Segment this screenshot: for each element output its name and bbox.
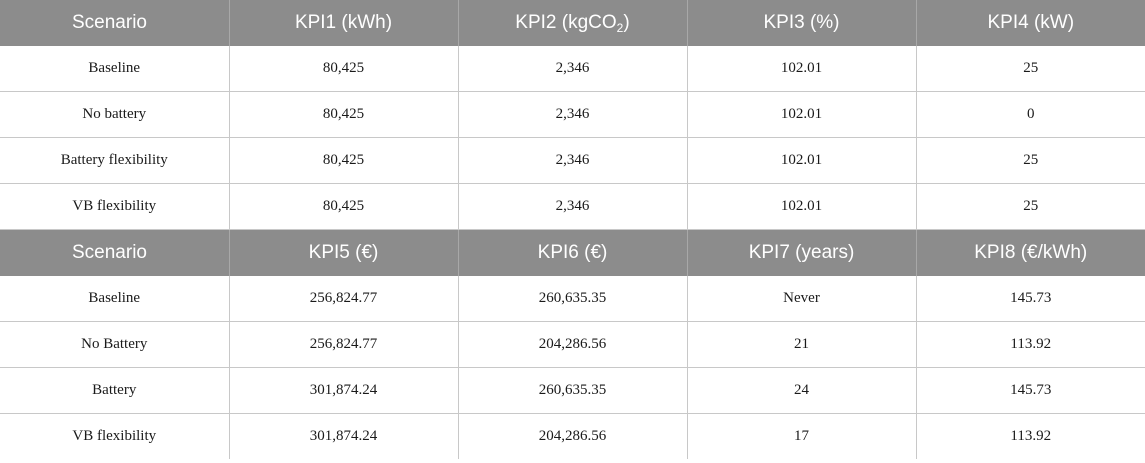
cell-scenario: Battery flexibility bbox=[0, 137, 230, 184]
cell-kpi6: 204,286.56 bbox=[458, 321, 688, 368]
cell-kpi7: 24 bbox=[687, 367, 917, 414]
header-kpi2-text: KPI2 (kgCO bbox=[515, 12, 617, 33]
cell-kpi6: 260,635.35 bbox=[458, 276, 688, 322]
cell-kpi2: 2,346 bbox=[458, 183, 688, 230]
cell-kpi1: 80,425 bbox=[229, 183, 459, 230]
cell-kpi3: 102.01 bbox=[687, 183, 917, 230]
cell-kpi4: 25 bbox=[916, 46, 1145, 92]
header-kpi2-close: ) bbox=[623, 12, 630, 33]
header-kpi3: KPI3 (%) bbox=[687, 0, 917, 46]
cell-kpi7: 17 bbox=[687, 413, 917, 459]
cell-kpi4: 0 bbox=[916, 91, 1145, 138]
cell-kpi3: 102.01 bbox=[687, 91, 917, 138]
cell-kpi1: 80,425 bbox=[229, 137, 459, 184]
header-kpi7: KPI7 (years) bbox=[687, 229, 917, 276]
cell-kpi4: 25 bbox=[916, 137, 1145, 184]
table-row: No Battery 256,824.77 204,286.56 21 113.… bbox=[0, 321, 1145, 368]
table-row: No battery 80,425 2,346 102.01 0 bbox=[0, 91, 1145, 138]
cell-kpi2: 2,346 bbox=[458, 46, 688, 92]
header-kpi2: KPI2 (kgCO2) bbox=[458, 0, 688, 46]
header-kpi1: KPI1 (kWh) bbox=[229, 0, 459, 46]
table-row: Baseline 80,425 2,346 102.01 25 bbox=[0, 46, 1145, 92]
table-row: Baseline 256,824.77 260,635.35 Never 145… bbox=[0, 276, 1145, 322]
cell-kpi1: 80,425 bbox=[229, 46, 459, 92]
header-scenario: Scenario bbox=[0, 229, 230, 276]
cell-kpi3: 102.01 bbox=[687, 137, 917, 184]
header-row-1: Scenario KPI1 (kWh) KPI2 (kgCO2) KPI3 (%… bbox=[0, 0, 1145, 46]
cell-kpi7: 21 bbox=[687, 321, 917, 368]
cell-kpi5: 256,824.77 bbox=[229, 321, 459, 368]
cell-kpi2: 2,346 bbox=[458, 91, 688, 138]
header-row-2: Scenario KPI5 (€) KPI6 (€) KPI7 (years) … bbox=[0, 229, 1145, 276]
cell-kpi8: 145.73 bbox=[916, 276, 1145, 322]
cell-kpi7: Never bbox=[687, 276, 917, 322]
header-scenario: Scenario bbox=[0, 0, 230, 46]
table-row: Battery 301,874.24 260,635.35 24 145.73 bbox=[0, 367, 1145, 414]
cell-kpi5: 256,824.77 bbox=[229, 276, 459, 322]
header-kpi5: KPI5 (€) bbox=[229, 229, 459, 276]
cell-scenario: No Battery bbox=[0, 321, 230, 368]
cell-scenario: VB flexibility bbox=[0, 183, 230, 230]
header-kpi8: KPI8 (€/kWh) bbox=[916, 229, 1145, 276]
header-kpi4: KPI4 (kW) bbox=[916, 0, 1145, 46]
cell-kpi6: 260,635.35 bbox=[458, 367, 688, 414]
cell-kpi3: 102.01 bbox=[687, 46, 917, 92]
cell-kpi8: 145.73 bbox=[916, 367, 1145, 414]
cell-kpi8: 113.92 bbox=[916, 413, 1145, 459]
cell-kpi1: 80,425 bbox=[229, 91, 459, 138]
cell-scenario: VB flexibility bbox=[0, 413, 230, 459]
cell-kpi5: 301,874.24 bbox=[229, 367, 459, 414]
header-kpi6: KPI6 (€) bbox=[458, 229, 688, 276]
header-kpi2-subscript: 2 bbox=[616, 21, 624, 35]
cell-kpi2: 2,346 bbox=[458, 137, 688, 184]
table-row: Battery flexibility 80,425 2,346 102.01 … bbox=[0, 137, 1145, 184]
table-row: VB flexibility 301,874.24 204,286.56 17 … bbox=[0, 413, 1145, 459]
cell-scenario: Battery bbox=[0, 367, 230, 414]
cell-scenario: Baseline bbox=[0, 276, 230, 322]
cell-kpi8: 113.92 bbox=[916, 321, 1145, 368]
cell-scenario: Baseline bbox=[0, 46, 230, 92]
cell-scenario: No battery bbox=[0, 91, 230, 138]
cell-kpi5: 301,874.24 bbox=[229, 413, 459, 459]
cell-kpi4: 25 bbox=[916, 183, 1145, 230]
cell-kpi6: 204,286.56 bbox=[458, 413, 688, 459]
table-row: VB flexibility 80,425 2,346 102.01 25 bbox=[0, 183, 1145, 230]
